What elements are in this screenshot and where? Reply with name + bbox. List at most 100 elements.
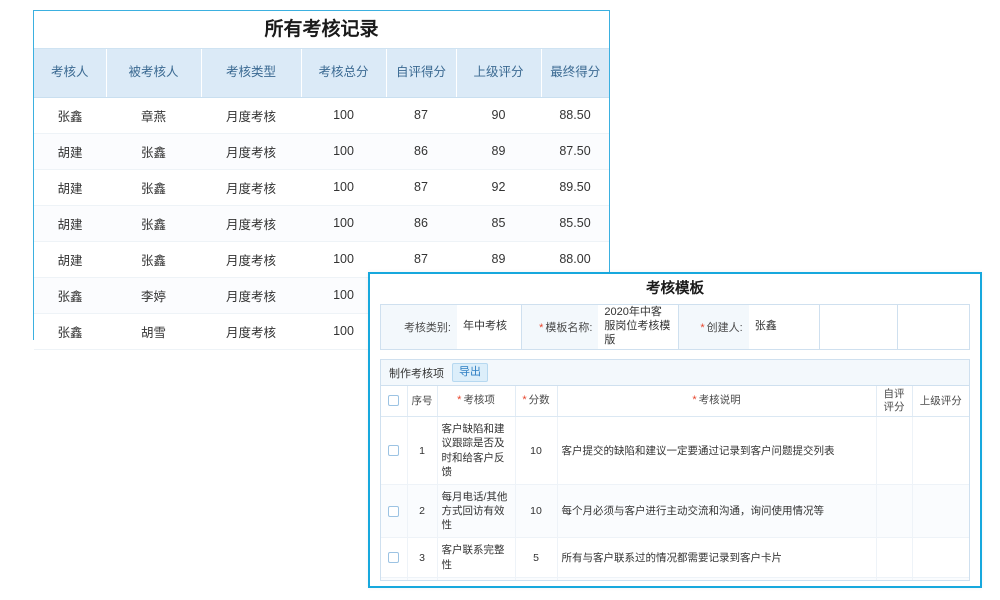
- category-label: 考核类别:: [403, 322, 451, 334]
- meta-field-empty-1: [820, 305, 899, 349]
- select-all-checkbox[interactable]: [388, 395, 400, 407]
- records-col-final: 最终得分: [541, 49, 609, 98]
- category-value[interactable]: 年中考核: [457, 305, 522, 349]
- cell-total: 100: [301, 241, 386, 278]
- cell-assessor: 胡建: [34, 133, 106, 170]
- cell-desc: 客户提交的缺陷和建议一定要通过记录到客户问题提交列表: [557, 416, 877, 485]
- cell-total: 100: [301, 205, 386, 242]
- row-select-cell[interactable]: [381, 537, 408, 578]
- cell-desc: 所有与客户联系过的情况都需要记录到客户卡片: [557, 537, 877, 578]
- cell-desc: 每个月必须与客户进行主动交流和沟通，询问使用情况等: [557, 484, 877, 539]
- cell-superior[interactable]: [912, 537, 969, 578]
- cell-score: 10: [515, 484, 558, 539]
- items-header-row: 序号 * 考核项 * 分数 * 考核说明 自评评分 上级评分: [381, 386, 969, 418]
- assessment-records-panel: 所有考核记录 考核人 被考核人 考核类型 考核总分 自评得分 上级评分 最终得分: [33, 10, 610, 350]
- cell-score: 5: [515, 537, 558, 578]
- cell-self[interactable]: [876, 577, 913, 580]
- records-col-assessor: 考核人: [34, 49, 107, 98]
- required-star-icon: *: [700, 322, 705, 334]
- required-star-icon: *: [692, 394, 697, 407]
- cell-type: 月度考核: [201, 205, 301, 242]
- cell-self: 87: [386, 241, 456, 278]
- cell-final: 89.50: [541, 169, 609, 206]
- cell-self: 87: [386, 169, 456, 206]
- assessment-records-table: 考核人 被考核人 考核类型 考核总分 自评得分 上级评分 最终得分 张鑫 章燕 …: [34, 49, 609, 350]
- cell-no: 3: [407, 537, 438, 578]
- row-select-cell[interactable]: [381, 484, 408, 539]
- table-row[interactable]: 胡建 张鑫 月度考核 100 87 89 88.00: [34, 241, 609, 278]
- cell-final: 85.50: [541, 205, 609, 242]
- cell-assessee: 张鑫: [106, 241, 201, 278]
- items-col-select-all[interactable]: [381, 386, 408, 418]
- cell-superior: 85: [456, 205, 541, 242]
- cell-item: 每月电话/其他方式回访有效性: [437, 484, 516, 539]
- cell-assessee: 张鑫: [106, 205, 201, 242]
- required-star-icon: *: [522, 394, 527, 407]
- cell-assessor: 胡建: [34, 205, 106, 242]
- cell-self[interactable]: [876, 537, 913, 578]
- cell-final: 88.50: [541, 97, 609, 134]
- cell-score: 70: [515, 577, 558, 580]
- required-star-icon: *: [539, 322, 544, 334]
- cell-type: 月度考核: [201, 313, 301, 350]
- table-row[interactable]: 3 客户联系完整性 5 所有与客户联系过的情况都需要记录到客户卡片: [381, 537, 969, 578]
- cell-no: 4: [407, 577, 438, 580]
- cell-assessor: 胡建: [34, 241, 106, 278]
- cell-score: 10: [515, 416, 558, 485]
- table-row[interactable]: 1 客户缺陷和建议跟踪是否及时和给客户反馈 10 客户提交的缺陷和建议一定要通过…: [381, 416, 969, 485]
- meta-field-empty-2: [898, 305, 969, 349]
- table-row[interactable]: 胡建 张鑫 月度考核 100 86 85 85.50: [34, 205, 609, 242]
- template-name-label: * 模板名称:: [539, 322, 593, 334]
- cell-assessee: 张鑫: [106, 133, 201, 170]
- cell-self[interactable]: [876, 416, 913, 485]
- cell-assessor: 张鑫: [34, 277, 106, 314]
- row-checkbox[interactable]: [388, 445, 400, 457]
- cell-assessee: 章燕: [106, 97, 201, 134]
- records-col-assessee: 被考核人: [106, 49, 202, 98]
- cell-superior[interactable]: [912, 416, 969, 485]
- cell-superior[interactable]: [912, 577, 969, 580]
- table-row[interactable]: 胡建 张鑫 月度考核 100 87 92 89.50: [34, 169, 609, 206]
- cell-superior: 89: [456, 133, 541, 170]
- row-checkbox[interactable]: [388, 505, 400, 517]
- cell-total: 100: [301, 133, 386, 170]
- cell-superior: 89: [456, 241, 541, 278]
- creator-value[interactable]: 张鑫: [748, 305, 820, 349]
- cell-no: 1: [407, 416, 438, 485]
- meta-field-category: 考核类别: 年中考核: [381, 305, 523, 349]
- records-col-total: 考核总分: [301, 49, 387, 98]
- row-checkbox[interactable]: [388, 552, 400, 564]
- cell-superior[interactable]: [912, 484, 969, 539]
- cell-item: 客户缺陷和建议跟踪是否及时和给客户反馈: [437, 416, 516, 485]
- table-row[interactable]: 2 每月电话/其他方式回访有效性 10 每个月必须与客户进行主动交流和沟通，询问…: [381, 484, 969, 539]
- row-select-cell[interactable]: [381, 416, 408, 485]
- cell-type: 月度考核: [201, 241, 301, 278]
- row-select-cell[interactable]: [381, 577, 408, 580]
- cell-no: 2: [407, 484, 438, 539]
- template-panel-title: 考核模板: [646, 281, 704, 297]
- cell-type: 月度考核: [201, 277, 301, 314]
- items-col-desc: * 考核说明: [557, 386, 877, 418]
- cell-self[interactable]: [876, 484, 913, 539]
- export-button[interactable]: 导出: [452, 363, 488, 382]
- items-section-label: 制作考核项: [389, 367, 444, 380]
- cell-assessor: 张鑫: [34, 313, 106, 350]
- table-row[interactable]: 4 团队收款完成率 70 以实际收到的款项为基，并不以有效回款: [381, 577, 969, 580]
- assessment-template-panel: 考核模板 考核类别: 年中考核 * 模板名称: 2020年中客服岗位考核模版 * 创…: [368, 272, 982, 588]
- table-row[interactable]: 张鑫 章燕 月度考核 100 87 90 88.50: [34, 97, 609, 134]
- items-col-item: * 考核项: [437, 386, 516, 418]
- cell-assessee: 张鑫: [106, 169, 201, 206]
- meta-field-template-name: * 模板名称: 2020年中客服岗位考核模版: [522, 305, 679, 349]
- template-items-table-wrap: 序号 * 考核项 * 分数 * 考核说明 自评评分 上级评分 1 客户缺陷和建议跟踪是…: [380, 385, 970, 581]
- table-row[interactable]: 胡建 张鑫 月度考核 100 86 89 87.50: [34, 133, 609, 170]
- items-col-self: 自评评分: [876, 386, 913, 418]
- cell-assessee: 胡雪: [106, 313, 201, 350]
- items-col-superior: 上级评分: [912, 386, 969, 418]
- cell-total: 100: [301, 97, 386, 134]
- cell-type: 月度考核: [201, 97, 301, 134]
- records-col-self: 自评得分: [386, 49, 457, 98]
- cell-item: 团队收款完成率: [437, 577, 516, 580]
- template-name-value[interactable]: 2020年中客服岗位考核模版: [598, 305, 678, 349]
- records-panel-title: 所有考核记录: [34, 11, 609, 49]
